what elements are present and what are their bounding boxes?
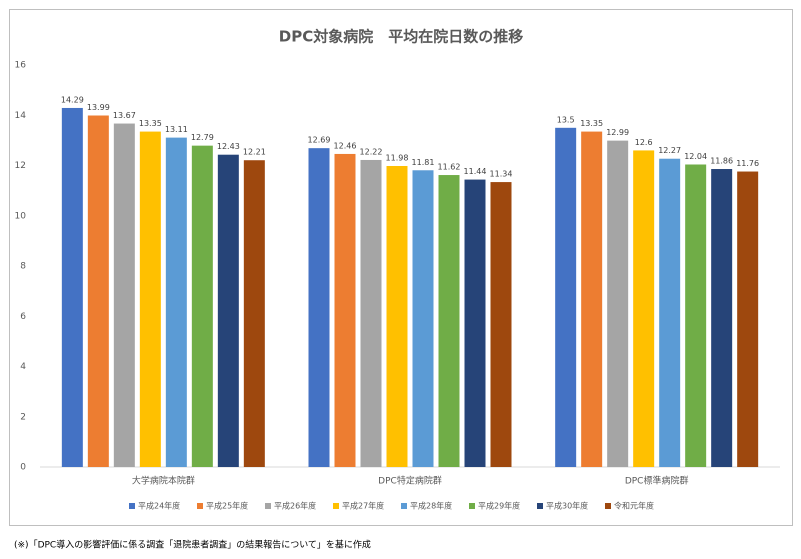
data-label: 12.22: [360, 147, 383, 156]
legend-label: 平成26年度: [274, 501, 316, 511]
data-label: 13.5: [557, 115, 575, 124]
data-label: 12.69: [308, 136, 331, 145]
footnote: (※)「DPC導入の影響評価に係る調査「退院患者調査」の結果報告について」を基に…: [14, 539, 371, 551]
data-label: 11.81: [412, 158, 435, 167]
data-label: 11.76: [736, 159, 759, 168]
bar: [165, 137, 187, 467]
bar: [555, 127, 577, 467]
bar: [737, 171, 759, 467]
data-label: 12.27: [658, 146, 681, 155]
y-tick-label: 2: [20, 412, 26, 422]
bar: [139, 131, 161, 468]
legend-swatch: [537, 503, 543, 509]
data-label: 13.11: [165, 125, 188, 134]
y-tick-label: 12: [15, 161, 26, 171]
data-label: 12.99: [606, 128, 629, 137]
legend-label: 令和元年度: [614, 501, 654, 511]
y-tick-label: 16: [15, 61, 27, 71]
data-label: 12.21: [243, 148, 266, 157]
bar: [581, 131, 603, 468]
x-tick-label: DPC特定病院群: [378, 475, 442, 487]
chart-title: DPC対象病院 平均在院日数の推移: [279, 28, 523, 46]
x-tick-label: DPC標準病院群: [625, 475, 689, 487]
bar: [217, 154, 239, 468]
bar: [191, 145, 213, 467]
bar: [308, 148, 330, 467]
y-tick-label: 10: [15, 211, 27, 221]
legend-swatch: [333, 503, 339, 509]
data-label: 12.6: [635, 138, 653, 147]
bar: [113, 123, 135, 467]
bar: [464, 179, 486, 467]
bar: [607, 140, 629, 467]
legend-label: 平成28年度: [410, 501, 452, 511]
bar: [438, 175, 460, 468]
data-label: 11.62: [438, 163, 461, 172]
data-label: 13.67: [113, 111, 136, 120]
y-tick-label: 8: [20, 262, 26, 272]
bar: [386, 166, 408, 467]
bar: [685, 164, 707, 467]
bar: [633, 150, 655, 468]
legend-swatch: [197, 503, 203, 509]
bar: [87, 115, 109, 467]
x-tick-label: 大学病院本院群: [132, 475, 195, 487]
y-tick-label: 0: [20, 463, 26, 473]
bar: [412, 170, 434, 467]
legend-label: 平成29年度: [478, 501, 520, 511]
y-tick-label: 14: [15, 111, 27, 121]
bar: [243, 160, 265, 467]
bar: [490, 182, 512, 467]
data-label: 13.35: [580, 119, 603, 128]
legend-label: 平成24年度: [138, 501, 180, 511]
bar: [659, 158, 681, 467]
legend-swatch: [469, 503, 475, 509]
bar: [360, 159, 382, 467]
legend-swatch: [129, 503, 135, 509]
legend-swatch: [605, 503, 611, 509]
data-label: 11.44: [464, 167, 487, 176]
bar: [334, 153, 356, 467]
bar: [711, 169, 733, 467]
data-label: 12.79: [191, 133, 214, 142]
data-label: 11.86: [710, 157, 733, 166]
bar: [61, 107, 83, 468]
data-label: 13.99: [87, 103, 110, 112]
data-label: 12.04: [684, 152, 707, 161]
data-label: 12.46: [334, 141, 357, 150]
data-label: 12.43: [217, 142, 240, 151]
legend-label: 平成30年度: [546, 501, 588, 511]
legend-swatch: [401, 503, 407, 509]
data-label: 11.34: [490, 170, 513, 179]
y-tick-label: 6: [20, 312, 26, 322]
legend-swatch: [265, 503, 271, 509]
legend-label: 平成25年度: [206, 501, 248, 511]
data-label: 11.98: [386, 154, 409, 163]
data-label: 14.29: [61, 95, 84, 104]
data-label: 13.35: [139, 119, 162, 128]
legend-label: 平成27年度: [342, 501, 384, 511]
y-tick-label: 4: [20, 362, 26, 372]
